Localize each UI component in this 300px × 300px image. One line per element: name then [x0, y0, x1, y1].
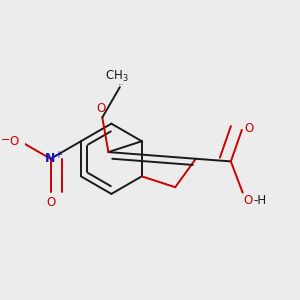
Text: N: N	[45, 152, 56, 165]
Text: −: −	[1, 135, 10, 145]
Text: O: O	[46, 196, 55, 209]
Text: O: O	[10, 135, 19, 148]
Text: +: +	[54, 150, 62, 160]
Text: methyl: methyl	[119, 83, 124, 85]
Text: O: O	[244, 194, 253, 207]
Text: O: O	[97, 102, 106, 116]
Text: CH$_3$: CH$_3$	[105, 69, 129, 84]
Text: -H: -H	[254, 194, 267, 207]
Text: O: O	[244, 122, 254, 135]
